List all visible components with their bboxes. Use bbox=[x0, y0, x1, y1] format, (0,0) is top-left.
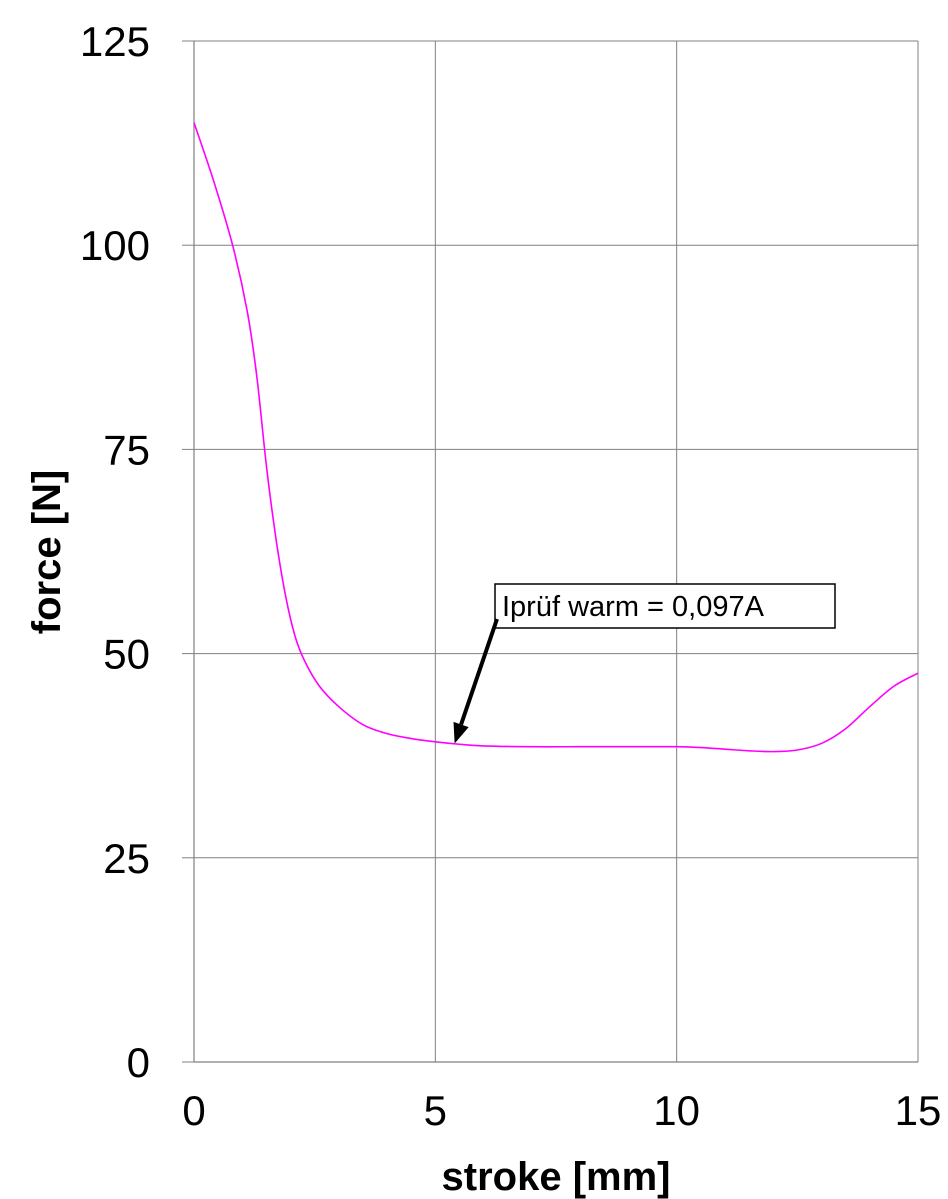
y-tick-label: 75 bbox=[103, 426, 150, 473]
x-tick-label: 0 bbox=[182, 1087, 205, 1134]
tick-labels: 0 25 50 75 100 125 0 5 10 15 bbox=[80, 18, 941, 1134]
annotation-box bbox=[494, 583, 836, 629]
y-tick-label: 125 bbox=[80, 18, 150, 65]
y-tick-label: 0 bbox=[127, 1039, 150, 1086]
annotation: Iprüf warm = 0,097A bbox=[453, 583, 836, 744]
x-tick-label: 15 bbox=[895, 1087, 942, 1134]
y-tick-label: 50 bbox=[103, 631, 150, 678]
annotation-arrow-head bbox=[453, 721, 469, 744]
axes bbox=[182, 40, 918, 1063]
force-curve bbox=[193, 122, 919, 753]
y-tick-label: 100 bbox=[80, 222, 150, 269]
x-tick-label: 10 bbox=[653, 1087, 700, 1134]
annotation-arrow bbox=[459, 618, 499, 726]
x-tick-label: 5 bbox=[424, 1087, 447, 1134]
annotation-label: Iprüf warm = 0,097A bbox=[502, 591, 765, 623]
grid bbox=[193, 40, 919, 1063]
x-axis-label: stroke [mm] bbox=[442, 1155, 671, 1199]
y-axis-label: force [N] bbox=[25, 470, 69, 634]
y-tick-label: 25 bbox=[103, 835, 150, 882]
